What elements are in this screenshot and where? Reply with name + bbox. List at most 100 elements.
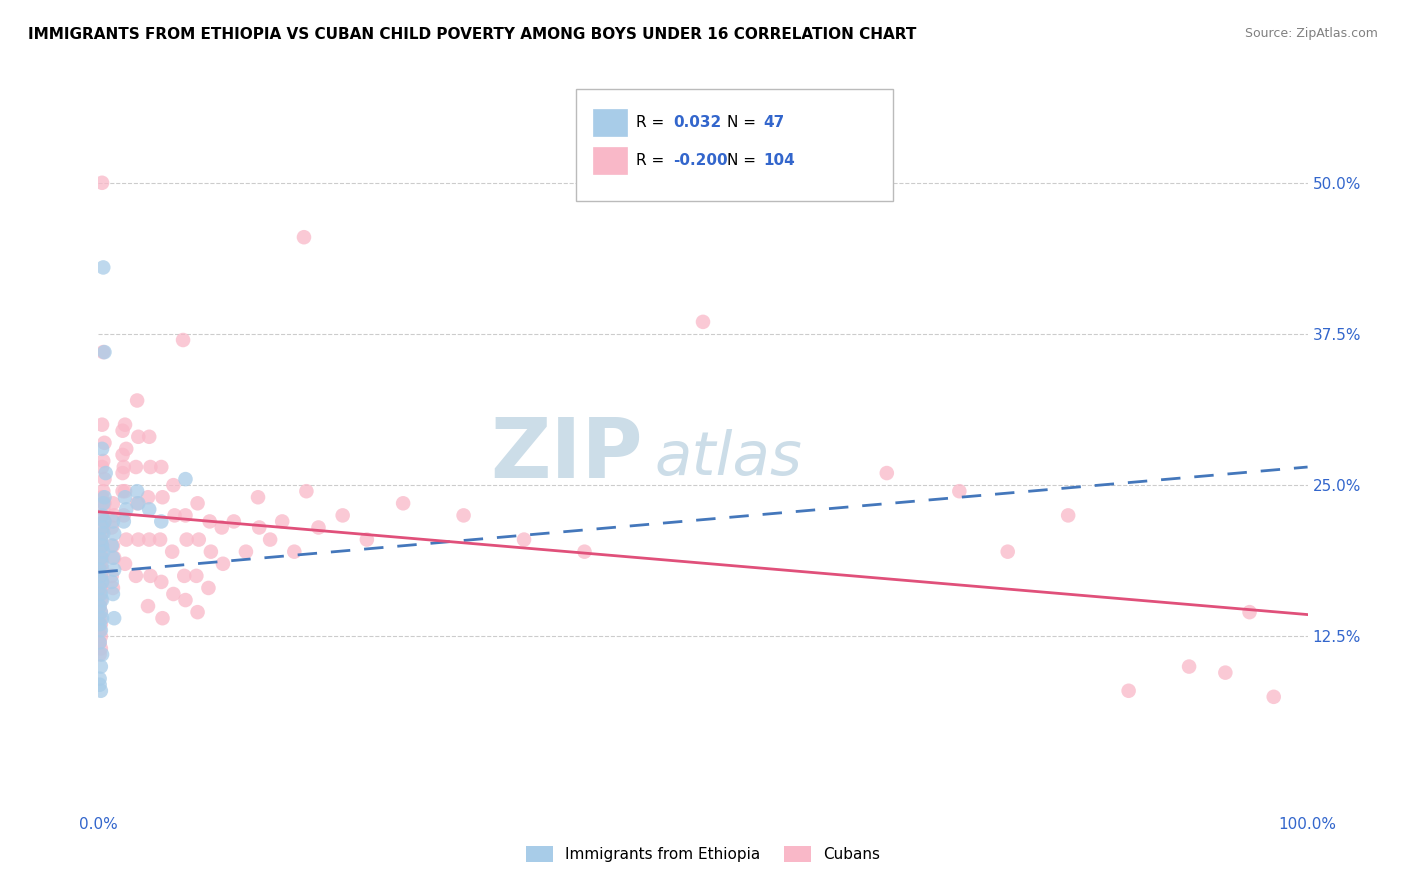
Point xyxy=(332,508,354,523)
Point xyxy=(174,508,197,523)
Point xyxy=(90,557,112,571)
Point xyxy=(89,587,111,601)
Point xyxy=(93,345,115,359)
Point xyxy=(162,478,184,492)
Text: N =: N = xyxy=(727,115,761,129)
Point xyxy=(127,430,149,444)
Point xyxy=(103,563,125,577)
Point xyxy=(186,569,208,583)
Point xyxy=(150,460,173,475)
Point xyxy=(112,508,135,523)
Point xyxy=(198,515,221,529)
Point xyxy=(176,533,198,547)
Point xyxy=(91,539,114,553)
Point xyxy=(90,605,112,619)
Point xyxy=(90,544,112,558)
Point xyxy=(101,515,124,529)
Point xyxy=(91,442,114,456)
Point xyxy=(91,574,114,589)
Point xyxy=(111,466,134,480)
Point xyxy=(103,508,125,523)
Point xyxy=(948,484,970,499)
Point xyxy=(308,520,330,534)
Point xyxy=(91,417,114,432)
Point xyxy=(127,533,149,547)
Point xyxy=(197,581,219,595)
Point xyxy=(127,496,149,510)
Point xyxy=(1118,683,1140,698)
Point xyxy=(100,574,122,589)
Point xyxy=(212,557,235,571)
Point xyxy=(876,466,898,480)
Point xyxy=(173,569,195,583)
Point xyxy=(90,533,112,547)
Point xyxy=(114,490,136,504)
Point xyxy=(114,417,136,432)
Point xyxy=(174,472,197,486)
Point xyxy=(89,678,111,692)
Point xyxy=(103,550,125,565)
Text: 47: 47 xyxy=(763,115,785,129)
Point xyxy=(93,490,115,504)
Point xyxy=(91,526,114,541)
Text: 0.032: 0.032 xyxy=(673,115,721,129)
Point xyxy=(125,460,148,475)
Point xyxy=(90,569,112,583)
Point xyxy=(692,315,714,329)
Point xyxy=(91,454,114,468)
Point xyxy=(90,624,112,638)
Point xyxy=(100,520,122,534)
Point xyxy=(114,484,136,499)
Point xyxy=(91,520,114,534)
Point xyxy=(1215,665,1237,680)
Point xyxy=(90,587,112,601)
Point xyxy=(90,659,112,673)
Point xyxy=(111,424,134,438)
Point xyxy=(90,683,112,698)
Point xyxy=(91,520,114,534)
Point xyxy=(127,484,149,499)
Point xyxy=(94,466,117,480)
Point xyxy=(91,574,114,589)
Point xyxy=(292,230,315,244)
Point xyxy=(89,635,111,649)
Text: IMMIGRANTS FROM ETHIOPIA VS CUBAN CHILD POVERTY AMONG BOYS UNDER 16 CORRELATION : IMMIGRANTS FROM ETHIOPIA VS CUBAN CHILD … xyxy=(28,27,917,42)
Point xyxy=(200,544,222,558)
Point xyxy=(101,581,124,595)
Point xyxy=(127,496,149,510)
Point xyxy=(163,508,186,523)
Point xyxy=(91,611,114,625)
Point xyxy=(271,515,294,529)
Point xyxy=(89,635,111,649)
Text: N =: N = xyxy=(727,153,761,168)
Point xyxy=(91,563,114,577)
Text: -0.200: -0.200 xyxy=(673,153,728,168)
Point xyxy=(91,176,114,190)
Point xyxy=(574,544,596,558)
Point xyxy=(91,502,114,516)
Point xyxy=(101,496,124,510)
Point xyxy=(138,430,160,444)
Point xyxy=(235,544,257,558)
Point xyxy=(138,533,160,547)
Point xyxy=(125,569,148,583)
Point xyxy=(138,502,160,516)
Point xyxy=(295,484,318,499)
Point xyxy=(90,569,112,583)
Point xyxy=(136,599,159,613)
Point xyxy=(91,557,114,571)
Point xyxy=(90,641,112,656)
Point xyxy=(91,260,114,275)
Point xyxy=(103,526,125,541)
Text: R =: R = xyxy=(636,153,669,168)
Point xyxy=(997,544,1019,558)
Point xyxy=(91,484,114,499)
Point xyxy=(89,599,111,613)
Point xyxy=(247,520,270,534)
Point xyxy=(93,515,115,529)
Point xyxy=(89,624,111,638)
Point xyxy=(91,345,114,359)
Text: Source: ZipAtlas.com: Source: ZipAtlas.com xyxy=(1244,27,1378,40)
Point xyxy=(247,490,270,504)
Point xyxy=(90,550,112,565)
